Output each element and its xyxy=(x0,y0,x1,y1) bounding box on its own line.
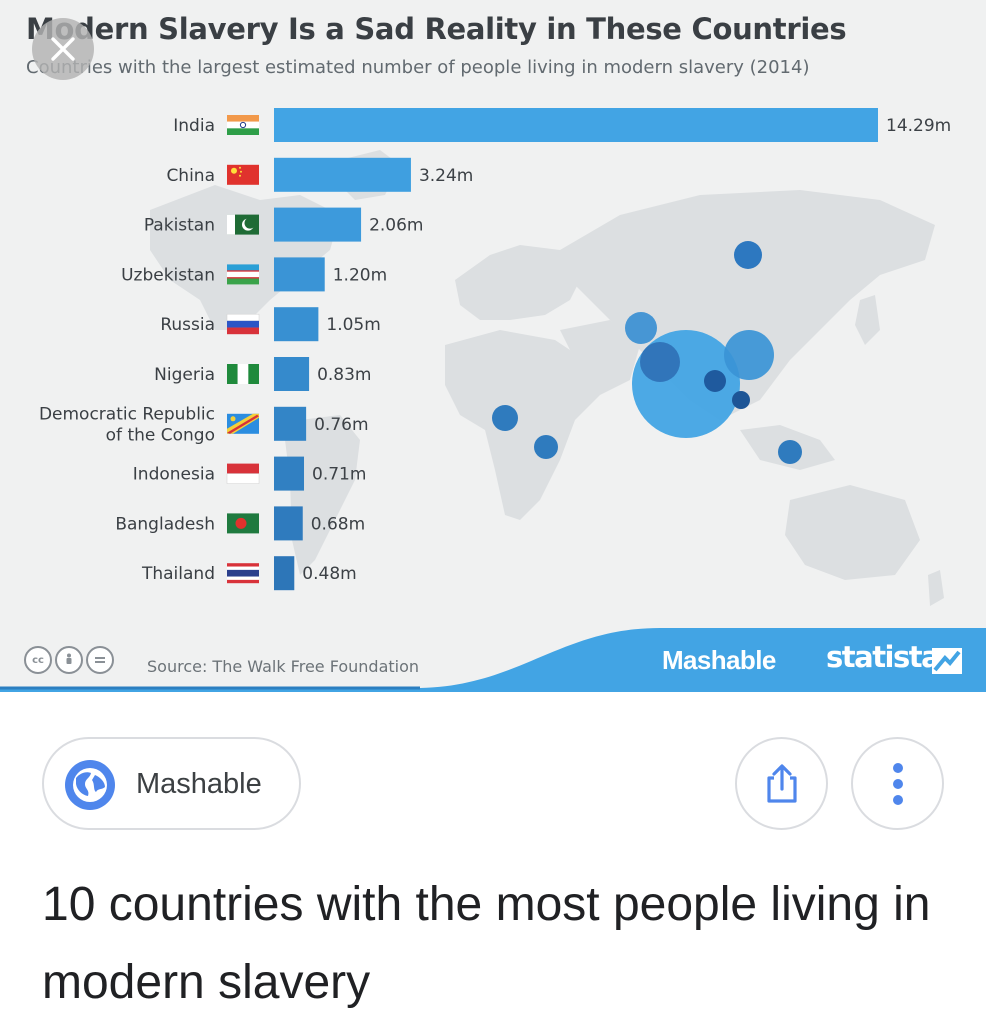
globe-icon xyxy=(65,760,115,810)
bar xyxy=(274,307,319,342)
flag-thailand-icon xyxy=(227,563,259,584)
country-bubbles xyxy=(492,241,802,464)
cc-icon: cc xyxy=(24,646,52,674)
value-label: 2.06m xyxy=(369,216,423,236)
infographic-image: Modern Slavery Is a Sad Reality in These… xyxy=(0,0,986,692)
mashable-logo: Mashable xyxy=(662,645,776,675)
category-label: Bangladesh xyxy=(115,514,215,534)
flag-bangladesh-icon xyxy=(227,513,259,534)
category-label: Democratic Republic xyxy=(39,404,215,424)
attribution-icon xyxy=(55,646,83,674)
source-name: Mashable xyxy=(136,768,262,800)
statista-logo: statista xyxy=(826,640,941,674)
brand-banner xyxy=(0,628,986,692)
more-button[interactable] xyxy=(851,737,944,830)
close-icon xyxy=(51,37,75,61)
license-icons: cc xyxy=(24,646,114,676)
value-label: 0.83m xyxy=(317,365,371,385)
category-label: Pakistan xyxy=(144,216,215,236)
value-label: 0.76m xyxy=(314,415,368,435)
value-label: 14.29m xyxy=(886,116,951,136)
value-label: 0.48m xyxy=(302,564,356,584)
value-label: 0.71m xyxy=(312,465,366,485)
category-label: Nigeria xyxy=(154,365,215,385)
result-title[interactable]: 10 countries with the most people living… xyxy=(42,878,931,1009)
flag-china-icon xyxy=(227,164,259,185)
category-label: Uzbekistan xyxy=(121,265,215,285)
bar-chart: 14.29m India 3.24m China 2.06m Pakistan 1.20m U… xyxy=(39,108,951,591)
value-label: 1.05m xyxy=(326,315,380,335)
bar xyxy=(274,456,305,491)
category-label: Thailand xyxy=(141,564,215,584)
bar xyxy=(274,506,303,541)
world-map xyxy=(150,150,944,606)
category-label: Russia xyxy=(160,315,215,335)
bar xyxy=(274,357,310,391)
flag-pakistan-icon xyxy=(227,214,259,235)
bar xyxy=(274,257,325,292)
value-label: 3.24m xyxy=(419,166,473,186)
chart-subtitle: Countries with the largest estimated num… xyxy=(26,57,810,78)
bar xyxy=(274,406,307,441)
flag-uzbekistan-icon xyxy=(227,264,259,285)
flag-dr-congo-icon xyxy=(227,413,259,434)
category-label: Indonesia xyxy=(133,465,215,485)
share-icon xyxy=(766,763,797,803)
flag-india-icon xyxy=(227,115,259,135)
bar xyxy=(274,108,878,142)
bar xyxy=(274,157,411,192)
value-label: 0.68m xyxy=(311,514,365,534)
category-label: China xyxy=(166,166,215,186)
bar xyxy=(274,556,295,591)
share-button[interactable] xyxy=(735,737,828,830)
category-label: India xyxy=(173,116,215,136)
flag-nigeria-icon xyxy=(227,364,259,384)
statista-logo-icon xyxy=(932,648,962,674)
source-text: Source: The Walk Free Foundation xyxy=(147,657,420,676)
flag-russia-icon xyxy=(226,313,260,335)
bar xyxy=(274,207,362,242)
chart-title: Modern Slavery Is a Sad Reality in These… xyxy=(26,12,847,46)
value-label: 1.20m xyxy=(333,265,387,285)
flag-indonesia-icon xyxy=(226,463,260,484)
close-button[interactable] xyxy=(32,18,94,80)
no-derivatives-icon xyxy=(86,646,114,674)
more-vert-icon xyxy=(892,762,903,805)
category-label: of the Congo xyxy=(106,425,215,445)
source-chip[interactable]: Mashable xyxy=(42,737,301,830)
